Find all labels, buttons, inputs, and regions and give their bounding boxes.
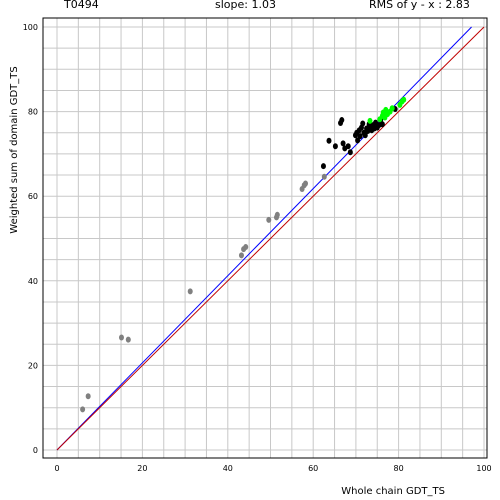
- y-tick-label: 60: [28, 192, 38, 201]
- data-points: [80, 96, 407, 413]
- y-tick-label: 80: [28, 108, 38, 117]
- y-axis-label: Weighted sum of domain GDT_TS: [9, 66, 20, 233]
- gray-data-point: [266, 216, 272, 223]
- x-tick-label: 0: [54, 464, 59, 473]
- target-id-label: T0494: [64, 0, 99, 11]
- x-tick-labels: 0 20 40 60 80 100: [54, 464, 491, 473]
- black-data-point: [360, 120, 366, 127]
- gray-data-point: [187, 288, 193, 295]
- red-reference-line: [56, 26, 485, 451]
- y-tick-label: 20: [28, 361, 38, 370]
- gray-data-point: [85, 393, 91, 400]
- green-data-point: [389, 105, 395, 112]
- gray-data-point: [125, 336, 131, 343]
- green-data-point: [401, 96, 407, 103]
- slope-label: slope: 1.03: [215, 0, 276, 11]
- x-axis-label: Whole chain GDT_TS: [341, 486, 445, 497]
- green-data-point: [367, 117, 373, 124]
- rms-label: RMS of y - x : 2.83: [369, 0, 470, 11]
- grid: [43, 18, 487, 458]
- y-tick-label: 40: [28, 277, 38, 286]
- x-tick-label: 20: [137, 464, 147, 473]
- black-data-point: [332, 143, 338, 150]
- black-data-point: [357, 133, 363, 140]
- gray-data-point: [118, 334, 124, 341]
- gray-data-point: [321, 173, 327, 180]
- x-tick-label: 60: [308, 464, 318, 473]
- gray-data-point: [303, 180, 309, 187]
- gray-data-point: [243, 243, 249, 250]
- x-tick-label: 40: [223, 464, 233, 473]
- y-tick-label: 100: [23, 23, 38, 32]
- black-data-point: [326, 137, 332, 144]
- black-data-point: [355, 137, 361, 144]
- black-data-point: [362, 132, 368, 139]
- black-data-point: [379, 121, 385, 128]
- gray-data-point: [238, 252, 244, 259]
- black-data-point: [340, 140, 346, 147]
- black-data-point: [339, 117, 345, 124]
- black-data-point: [320, 163, 326, 170]
- plot-frame: [42, 17, 488, 459]
- y-tick-label: 0: [33, 446, 38, 455]
- y-tick-labels: 0 20 40 60 80 100: [23, 23, 38, 455]
- black-data-point: [347, 149, 353, 156]
- x-tick-label: 100: [476, 464, 491, 473]
- gray-data-point: [80, 406, 86, 413]
- black-data-point: [345, 143, 351, 150]
- gray-data-point: [274, 211, 280, 218]
- black-data-point: [365, 128, 371, 135]
- x-tick-label: 80: [394, 464, 404, 473]
